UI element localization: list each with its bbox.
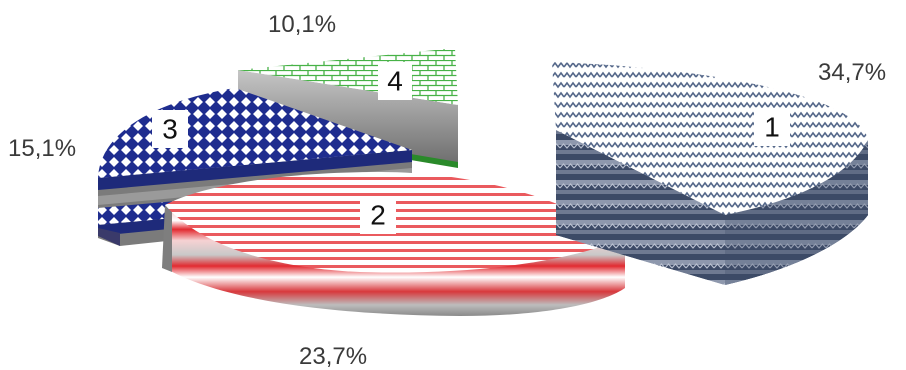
percent-label-3: 15,1% [8, 135, 76, 162]
slice-label-4: 4 [378, 62, 412, 100]
pie-slice-2 [162, 172, 625, 316]
svg-text:2: 2 [370, 200, 386, 231]
svg-text:1: 1 [764, 112, 780, 143]
svg-text:4: 4 [387, 66, 403, 97]
slice-label-1: 1 [754, 108, 790, 146]
percent-label-4: 10,1% [268, 11, 336, 38]
slice-label-3: 3 [152, 110, 188, 148]
percent-label-2: 23,7% [299, 343, 367, 370]
svg-text:3: 3 [162, 114, 178, 145]
percent-label-1: 34,7% [818, 59, 886, 86]
pie-slice-1 [552, 62, 868, 285]
slice-label-2: 2 [360, 196, 396, 234]
